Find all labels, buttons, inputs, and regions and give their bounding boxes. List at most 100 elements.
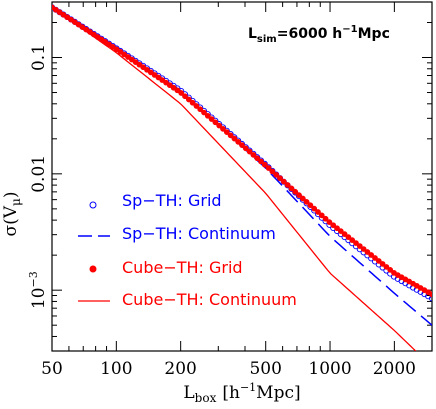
series-point-cube-th-grid bbox=[170, 84, 177, 91]
x-tick-label: 500 bbox=[249, 359, 281, 379]
series-point-cube-th-grid bbox=[128, 56, 135, 63]
series-point-cube-th-grid bbox=[311, 205, 318, 212]
series-group bbox=[52, 4, 432, 351]
series-point-cube-th-grid bbox=[387, 267, 394, 273]
series-point-cube-th-grid bbox=[174, 87, 181, 94]
plot-frame bbox=[51, 1, 433, 352]
y-tick-label: 0.1 bbox=[29, 44, 49, 71]
annotation-eq: =6000 h bbox=[277, 26, 343, 42]
series-point-cube-th-grid bbox=[216, 122, 223, 129]
y-axis-label-tail: ) bbox=[1, 192, 21, 199]
legend-marker-sp-grid bbox=[89, 201, 97, 209]
series-line-sp-th-continuum bbox=[52, 6, 432, 326]
series-point-cube-th-grid bbox=[356, 243, 363, 249]
series-point-cube-th-grid bbox=[121, 51, 128, 58]
annotation-main: L bbox=[248, 26, 257, 42]
series-point-cube-th-grid bbox=[315, 209, 321, 215]
series-point-cube-th-grid bbox=[201, 109, 207, 116]
series-point-cube-th-grid bbox=[182, 93, 188, 100]
y-tick-label-exponent: −3 bbox=[27, 271, 40, 287]
series-point-cube-th-grid bbox=[125, 54, 131, 60]
legend-label-sp-grid: Sp−TH: Grid bbox=[122, 191, 222, 210]
annotation-tail: Mpc bbox=[358, 26, 390, 42]
legend-label-sp-continuum: Sp−TH: Continuum bbox=[122, 224, 276, 243]
annotation-sup: −1 bbox=[342, 24, 357, 35]
x-tick-label: 100 bbox=[100, 359, 132, 379]
series-point-cube-th-grid bbox=[242, 145, 249, 152]
x-tick-label: 50 bbox=[41, 359, 63, 379]
series-point-cube-th-grid bbox=[360, 246, 367, 252]
legend-label-cube-continuum: Cube−TH: Continuum bbox=[122, 290, 297, 309]
series-point-cube-th-grid bbox=[166, 82, 173, 89]
y-tick-label-exp: 10−3 bbox=[27, 271, 49, 309]
series-point-cube-th-grid bbox=[337, 228, 344, 235]
x-axis-label-sup: −1 bbox=[240, 381, 256, 394]
series-point-cube-th-grid bbox=[299, 195, 306, 202]
series-point-cube-th-grid bbox=[212, 119, 219, 126]
series-point-cube-th-grid bbox=[269, 168, 276, 175]
series-point-cube-th-grid bbox=[345, 234, 352, 240]
x-axis-label-unit-tail: Mpc] bbox=[256, 383, 300, 403]
series-point-cube-th-grid bbox=[303, 199, 310, 205]
series-point-cube-th-grid bbox=[204, 112, 211, 119]
series-point-cube-th-grid bbox=[117, 49, 124, 55]
series-point-cube-th-grid bbox=[375, 258, 382, 264]
series-point-cube-th-grid bbox=[318, 212, 325, 219]
y-axis-label-sub: μ bbox=[9, 198, 23, 206]
series-point-cube-th-grid bbox=[349, 237, 356, 243]
x-axis-label-main: L bbox=[183, 383, 194, 403]
legend-label-cube-grid: Cube−TH: Grid bbox=[122, 258, 243, 277]
series-point-cube-th-grid bbox=[163, 79, 169, 86]
series-point-cube-th-grid bbox=[250, 152, 257, 158]
series-point-cube-th-grid bbox=[136, 61, 143, 68]
series-point-cube-th-grid bbox=[277, 175, 283, 182]
series-point-cube-th-grid bbox=[235, 139, 242, 145]
series-point-cube-th-grid bbox=[296, 192, 302, 198]
series-point-cube-th-grid bbox=[288, 185, 295, 192]
series-point-cube-th-grid bbox=[284, 182, 291, 188]
series-point-cube-th-grid bbox=[326, 219, 333, 226]
series-point-cube-th-grid bbox=[341, 231, 348, 237]
series-point-cube-th-grid bbox=[140, 64, 147, 71]
series-point-cube-th-grid bbox=[280, 178, 287, 185]
series-point-cube-th-grid bbox=[322, 215, 329, 222]
x-tick-label: 2000 bbox=[373, 359, 416, 379]
x-tick-label: 1000 bbox=[308, 359, 351, 379]
series-point-cube-th-grid bbox=[113, 46, 120, 53]
y-tick-label-base: 10 bbox=[29, 287, 49, 309]
x-tick-label: 200 bbox=[164, 359, 196, 379]
x-axis-label-unit: [h bbox=[222, 383, 240, 403]
series-line-cube-th-continuum bbox=[52, 6, 417, 351]
series-point-cube-th-grid bbox=[273, 171, 280, 178]
series-point-cube-th-grid bbox=[292, 188, 299, 195]
legend-marker-cube-grid bbox=[89, 265, 97, 273]
y-axis-label: σ(Vμ) bbox=[1, 192, 23, 237]
annotation-sub: sim bbox=[257, 34, 277, 45]
series-point-cube-th-grid bbox=[220, 125, 226, 132]
series-point-cube-th-grid bbox=[254, 155, 261, 162]
series-point-cube-th-grid bbox=[364, 249, 371, 255]
annotation: Lsim=6000 h−1Mpc bbox=[248, 24, 390, 45]
series-point-cube-th-grid bbox=[307, 202, 314, 209]
series-point-cube-th-grid bbox=[246, 148, 253, 155]
series-point-cube-th-grid bbox=[185, 96, 192, 103]
series-point-cube-th-grid bbox=[258, 158, 264, 165]
series-point-cube-th-grid bbox=[239, 142, 245, 148]
series-point-cube-th-grid bbox=[155, 74, 162, 81]
series-point-cube-th-grid bbox=[197, 106, 204, 113]
series-point-cube-th-grid bbox=[353, 240, 359, 246]
series-point-cube-th-grid bbox=[208, 116, 215, 122]
series-point-cube-th-grid bbox=[193, 103, 200, 109]
series-point-cube-th-grid bbox=[383, 264, 390, 270]
series-point-cube-th-grid bbox=[330, 222, 337, 229]
series-point-cube-th-grid bbox=[227, 132, 234, 139]
series-point-cube-th-grid bbox=[189, 99, 196, 106]
legend: Sp−TH: Grid Sp−TH: Continuum Cube−TH: Gr… bbox=[78, 191, 297, 309]
series-point-cube-th-grid bbox=[151, 72, 158, 78]
series-point-cube-th-grid bbox=[372, 255, 378, 261]
y-axis-label-main: σ(V bbox=[1, 205, 21, 236]
series-point-cube-th-grid bbox=[334, 225, 340, 232]
series-point-cube-th-grid bbox=[261, 161, 268, 168]
y-tick-label: 0.01 bbox=[29, 155, 49, 193]
